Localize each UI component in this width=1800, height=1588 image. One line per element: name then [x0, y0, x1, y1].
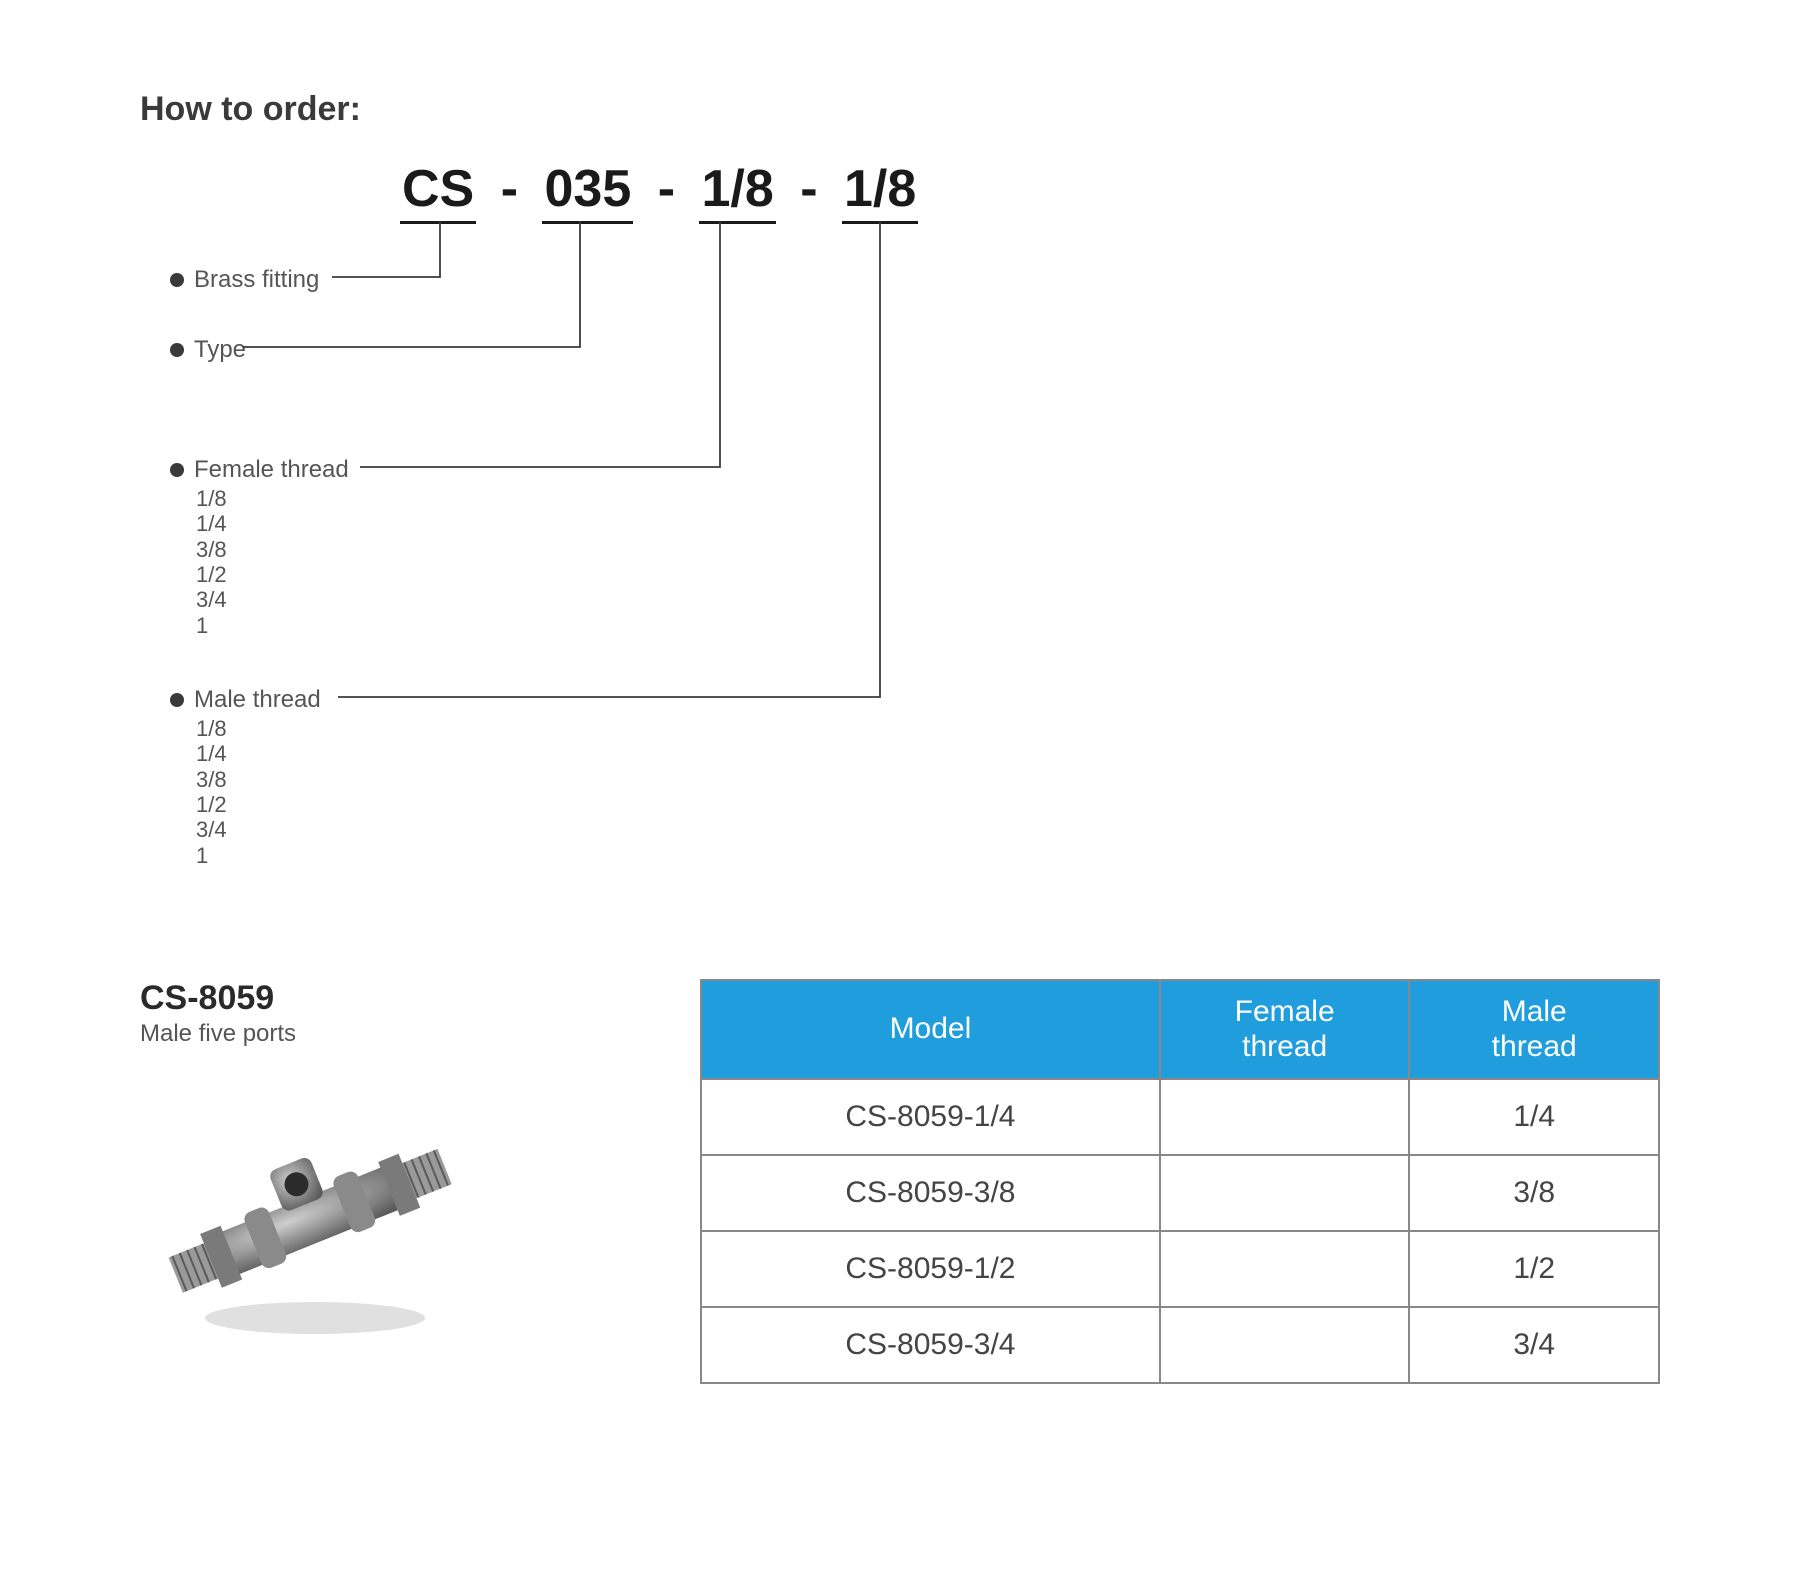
table-row: CS-8059-3/8 3/8 — [701, 1155, 1659, 1231]
cell-male: 3/8 — [1409, 1155, 1659, 1231]
bullet-icon — [170, 273, 184, 287]
order-seg-4: 1/8 — [842, 159, 918, 224]
product-section: CS-8059 Male five ports — [140, 979, 1660, 1384]
cell-model: CS-8059-1/2 — [701, 1231, 1160, 1307]
table-header-row: Model Femalethread Malethread — [701, 980, 1659, 1079]
option-item: 1/2 — [196, 562, 349, 587]
product-image-fitting — [140, 1098, 480, 1348]
option-item: 3/4 — [196, 817, 321, 842]
order-seg-3: 1/8 — [699, 159, 775, 224]
col-header-model: Model — [701, 980, 1160, 1079]
page-root: How to order: CS - 035 - 1/8 - 1/8 Brass… — [0, 0, 1800, 1588]
cell-male: 1/4 — [1409, 1079, 1659, 1155]
spec-table: Model Femalethread Malethread CS-8059-1/… — [700, 979, 1660, 1384]
order-seg-1: CS — [400, 159, 476, 224]
bullet-icon — [170, 693, 184, 707]
col-header-male-thread: Malethread — [1409, 980, 1659, 1079]
callout-male-thread: Male thread 1/8 1/4 3/8 1/2 3/4 1 — [170, 687, 321, 868]
order-dash: - — [491, 159, 528, 219]
cell-female — [1160, 1155, 1410, 1231]
product-desc: Male five ports — [140, 1020, 540, 1048]
heading-how-to-order: How to order: — [140, 90, 1660, 129]
cell-model: CS-8059-3/8 — [701, 1155, 1160, 1231]
cell-model: CS-8059-1/4 — [701, 1079, 1160, 1155]
order-seg-2: 035 — [542, 159, 633, 224]
cell-female — [1160, 1231, 1410, 1307]
order-diagram: CS - 035 - 1/8 - 1/8 Brass fitting Type — [140, 159, 1660, 949]
option-item: 1/4 — [196, 511, 349, 536]
option-item: 1/2 — [196, 792, 321, 817]
option-item: 1 — [196, 613, 349, 638]
product-code: CS-8059 — [140, 979, 540, 1018]
product-info: CS-8059 Male five ports — [140, 979, 540, 1348]
option-item: 1/8 — [196, 486, 349, 511]
callout-label: Female thread — [194, 457, 349, 482]
callout-label: Type — [194, 337, 246, 362]
option-item: 3/8 — [196, 767, 321, 792]
callout-options: 1/8 1/4 3/8 1/2 3/4 1 — [196, 486, 349, 638]
cell-male: 1/2 — [1409, 1231, 1659, 1307]
bullet-icon — [170, 463, 184, 477]
col-header-female-thread: Femalethread — [1160, 980, 1410, 1079]
callout-label: Brass fitting — [194, 267, 319, 292]
cell-female — [1160, 1307, 1410, 1383]
callout-type: Type — [170, 337, 246, 362]
callout-label: Male thread — [194, 687, 321, 712]
order-dash: - — [648, 159, 685, 219]
table-row: CS-8059-3/4 3/4 — [701, 1307, 1659, 1383]
option-item: 3/4 — [196, 587, 349, 612]
table-row: CS-8059-1/2 1/2 — [701, 1231, 1659, 1307]
bullet-icon — [170, 343, 184, 357]
table-row: CS-8059-1/4 1/4 — [701, 1079, 1659, 1155]
order-dash: - — [790, 159, 827, 219]
cell-male: 3/4 — [1409, 1307, 1659, 1383]
callout-brass-fitting: Brass fitting — [170, 267, 319, 292]
option-item: 1/8 — [196, 716, 321, 741]
option-item: 3/8 — [196, 537, 349, 562]
option-item: 1 — [196, 843, 321, 868]
callout-female-thread: Female thread 1/8 1/4 3/8 1/2 3/4 1 — [170, 457, 349, 638]
option-item: 1/4 — [196, 741, 321, 766]
order-code: CS - 035 - 1/8 - 1/8 — [400, 159, 918, 224]
callout-options: 1/8 1/4 3/8 1/2 3/4 1 — [196, 716, 321, 868]
cell-model: CS-8059-3/4 — [701, 1307, 1160, 1383]
cell-female — [1160, 1079, 1410, 1155]
